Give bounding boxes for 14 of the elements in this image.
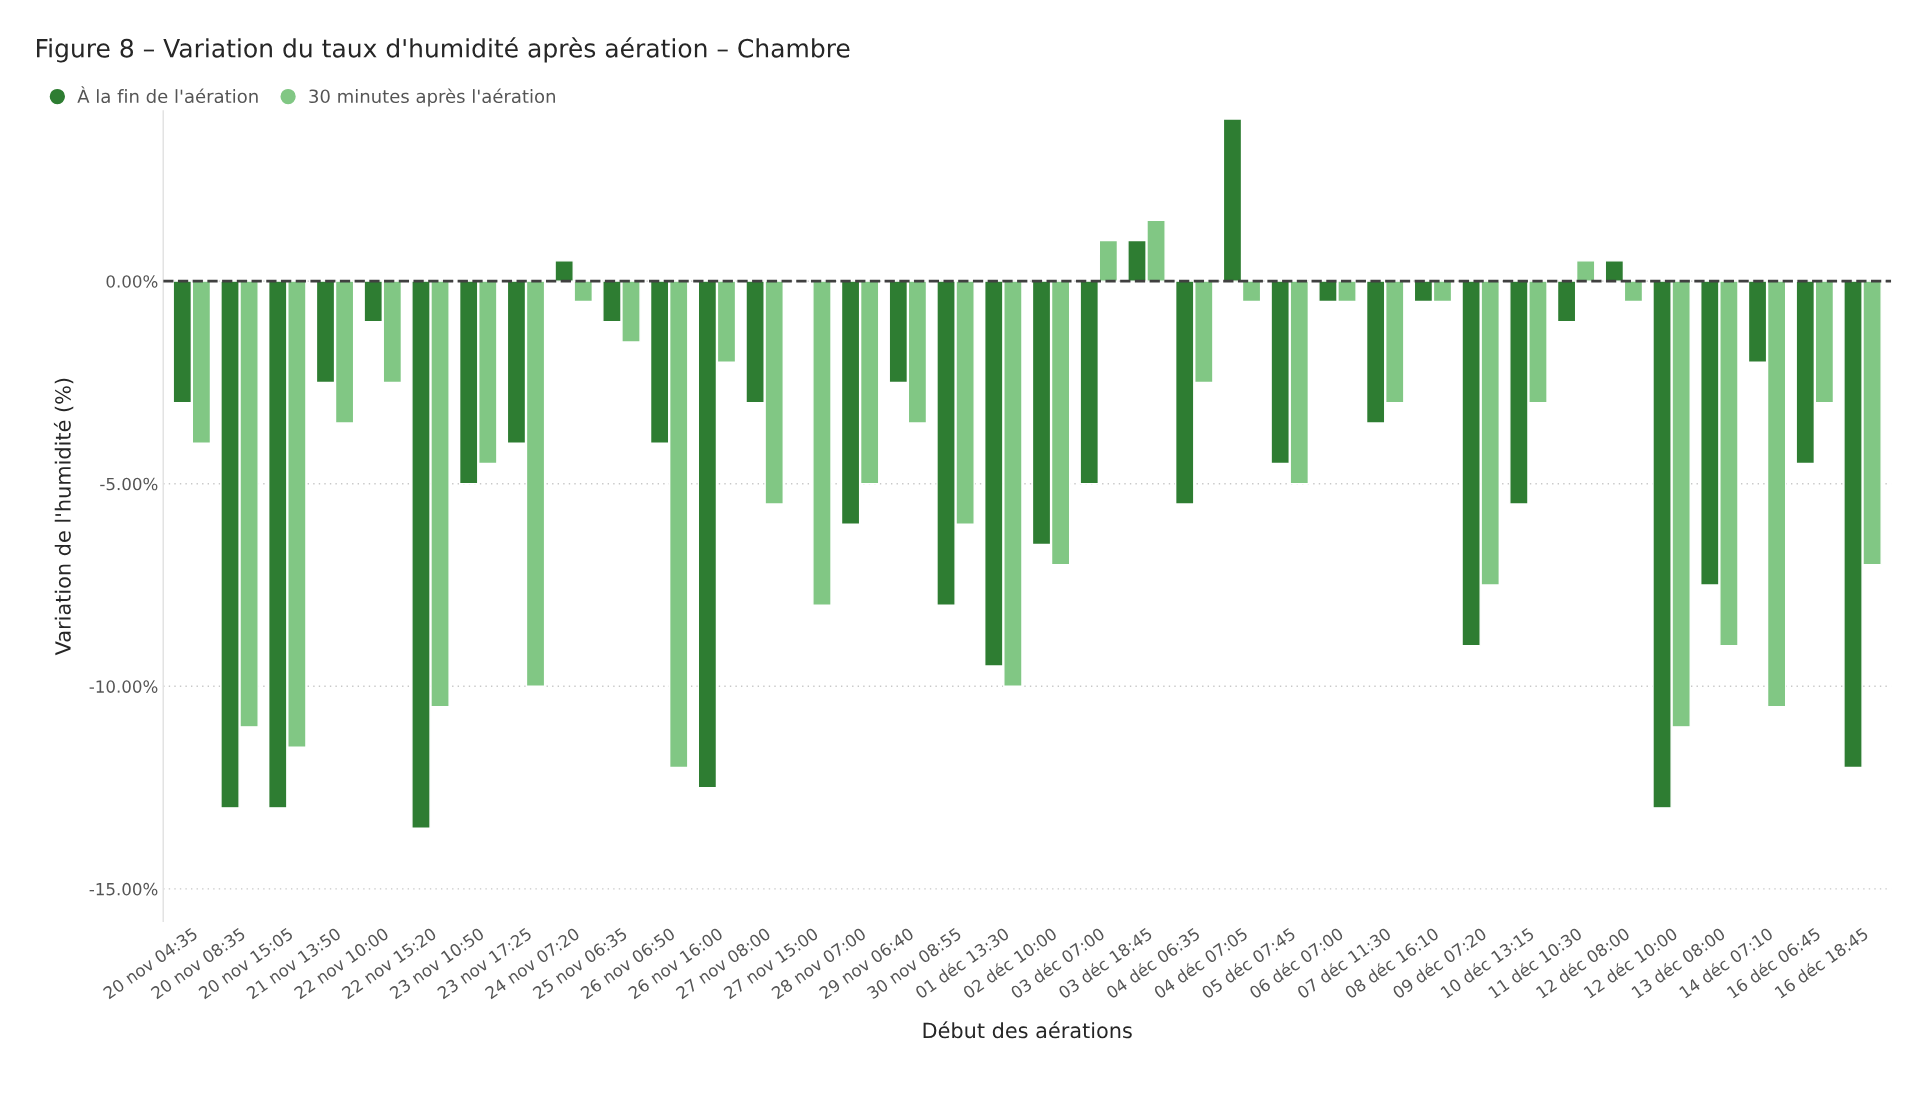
chart-title: Figure 8 – Variation du taux d'humidité après aération – Chambre xyxy=(37,37,850,63)
y-axis-title: Variation de l'humidité (%) xyxy=(53,378,74,656)
legend-label: 30 minutes après l'aération xyxy=(309,88,555,107)
bar xyxy=(1604,260,1625,282)
bar xyxy=(1222,118,1243,282)
y-tick-label: 0.00% xyxy=(106,275,158,288)
x-axis-title: Début des aérations xyxy=(923,1021,1132,1039)
legend-label: À la fin de l'aération xyxy=(77,86,258,104)
y-tick-label: -10.00% xyxy=(89,680,158,693)
bar xyxy=(1079,280,1100,485)
y-tick-label: -5.00% xyxy=(100,477,158,491)
bar xyxy=(812,280,832,606)
bar xyxy=(1098,239,1119,282)
y-tick-label: -15.00% xyxy=(89,882,158,896)
